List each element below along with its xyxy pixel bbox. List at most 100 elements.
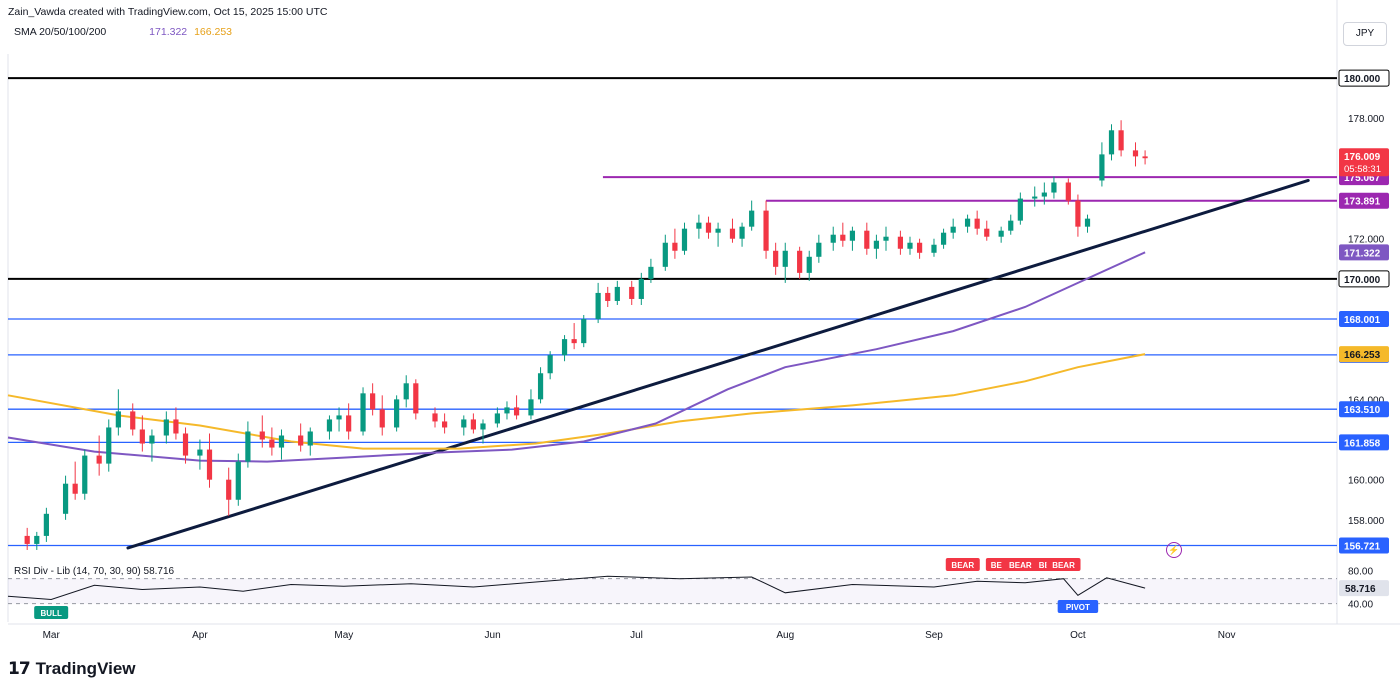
tradingview-logo[interactable]: 𝟭𝟳 TradingView (8, 659, 136, 679)
candle-85 (1008, 214, 1014, 235)
candle-55 (672, 228, 678, 259)
candle-58 (705, 216, 712, 239)
rsi-signal-2: BE (985, 558, 1007, 571)
range-badge-1-text: 173.891 (1344, 197, 1381, 208)
level-badge-0-text: 180.000 (1344, 74, 1381, 85)
candle-body (115, 411, 121, 428)
candle-11 (149, 429, 155, 462)
candle-body (614, 286, 620, 301)
candle-0 (24, 527, 30, 550)
candle-body (797, 250, 803, 273)
candle-body (648, 266, 654, 279)
sma-value-orange: 166.253 (194, 26, 233, 38)
rsi-line (7, 575, 1146, 601)
level-badge-5 (1339, 434, 1389, 451)
candle-body (1084, 218, 1091, 227)
candle-88 (1041, 182, 1047, 205)
candle-33 (413, 379, 419, 420)
candle-body (1065, 182, 1071, 201)
level-badge-4 (1339, 401, 1389, 418)
candle-body (62, 483, 69, 514)
level-badge-4-text: 163.510 (1344, 405, 1381, 416)
candle-body (206, 449, 213, 480)
candle-body (672, 242, 678, 251)
candle-60 (729, 218, 736, 243)
lightning-icon[interactable]: ⚡ (1166, 542, 1182, 558)
time-tick-label: Aug (776, 630, 794, 641)
candle-73 (873, 234, 880, 259)
candle-body (840, 234, 846, 241)
candle-body (106, 427, 112, 464)
candle-22 (278, 429, 285, 460)
candle-62 (749, 200, 755, 231)
candle-91 (1075, 194, 1081, 237)
candle-96 (1132, 142, 1139, 167)
time-tick-label: Sep (925, 630, 943, 641)
candle-body (1051, 182, 1057, 193)
candle-body (705, 222, 712, 233)
candle-51 (629, 280, 635, 305)
countdown-text: 05:58:31 (1344, 164, 1381, 175)
current-price-badge (1339, 148, 1389, 177)
candle-38 (480, 419, 486, 444)
level-badge-0 (1338, 69, 1390, 87)
candle-body (964, 218, 971, 227)
rsi-tick-label: 80.00 (1348, 566, 1373, 577)
candle-1 (34, 531, 40, 550)
candle-body (1041, 192, 1047, 197)
candle-35 (442, 413, 448, 434)
candle-2 (43, 507, 49, 542)
candle-body (749, 210, 755, 227)
rsi-signal-box (1046, 558, 1081, 571)
sma-badge-orange (1339, 346, 1389, 363)
candle-49 (605, 286, 611, 307)
candle-body (916, 242, 923, 253)
rsi-signal-text: BEAR (1052, 561, 1075, 570)
candle-body (763, 210, 769, 251)
candle-37 (470, 413, 476, 434)
candle-body (581, 319, 587, 344)
candle-body (298, 435, 304, 446)
candle-body (547, 355, 553, 374)
candle-31 (394, 395, 400, 432)
candle-body (197, 449, 203, 456)
candle-body (681, 228, 688, 251)
rsi-signal-text: BE (991, 561, 1003, 570)
sma-badge-purple-text: 171.322 (1344, 248, 1381, 259)
candle-body (1132, 150, 1139, 157)
brand-name: TradingView (35, 659, 136, 678)
candle-body (571, 339, 577, 344)
candle-body (662, 242, 668, 267)
candle-43 (537, 367, 544, 404)
candle-18 (235, 453, 241, 506)
chart-credit: Zain_Vawda created with TradingView.com,… (8, 6, 328, 18)
candle-52 (638, 272, 644, 305)
rsi-signal-text: PIVOT (1066, 603, 1090, 612)
candle-71 (849, 226, 856, 251)
candle-23 (298, 423, 304, 452)
candle-body (696, 222, 702, 229)
candle-4 (72, 461, 78, 500)
candle-72 (864, 222, 870, 255)
time-tick-label: Apr (192, 630, 208, 641)
candle-42 (528, 389, 534, 420)
rsi-value-badge (1339, 580, 1389, 597)
candle-body (816, 242, 822, 257)
candle-40 (504, 401, 510, 420)
price-tick-label: 158.000 (1348, 516, 1385, 527)
candle-body (513, 407, 520, 416)
candle-body (34, 535, 40, 544)
candle-66 (797, 246, 803, 279)
candle-84 (998, 226, 1004, 243)
candle-54 (662, 234, 668, 271)
candle-97 (1142, 150, 1148, 165)
candle-48 (595, 282, 601, 324)
candle-body (998, 230, 1004, 237)
candle-19 (245, 421, 251, 468)
candle-63 (763, 200, 769, 259)
candle-5 (82, 449, 88, 500)
candle-body (139, 429, 145, 444)
currency-button[interactable]: JPY (1343, 22, 1387, 46)
price-tick-label: 172.000 (1348, 235, 1385, 246)
